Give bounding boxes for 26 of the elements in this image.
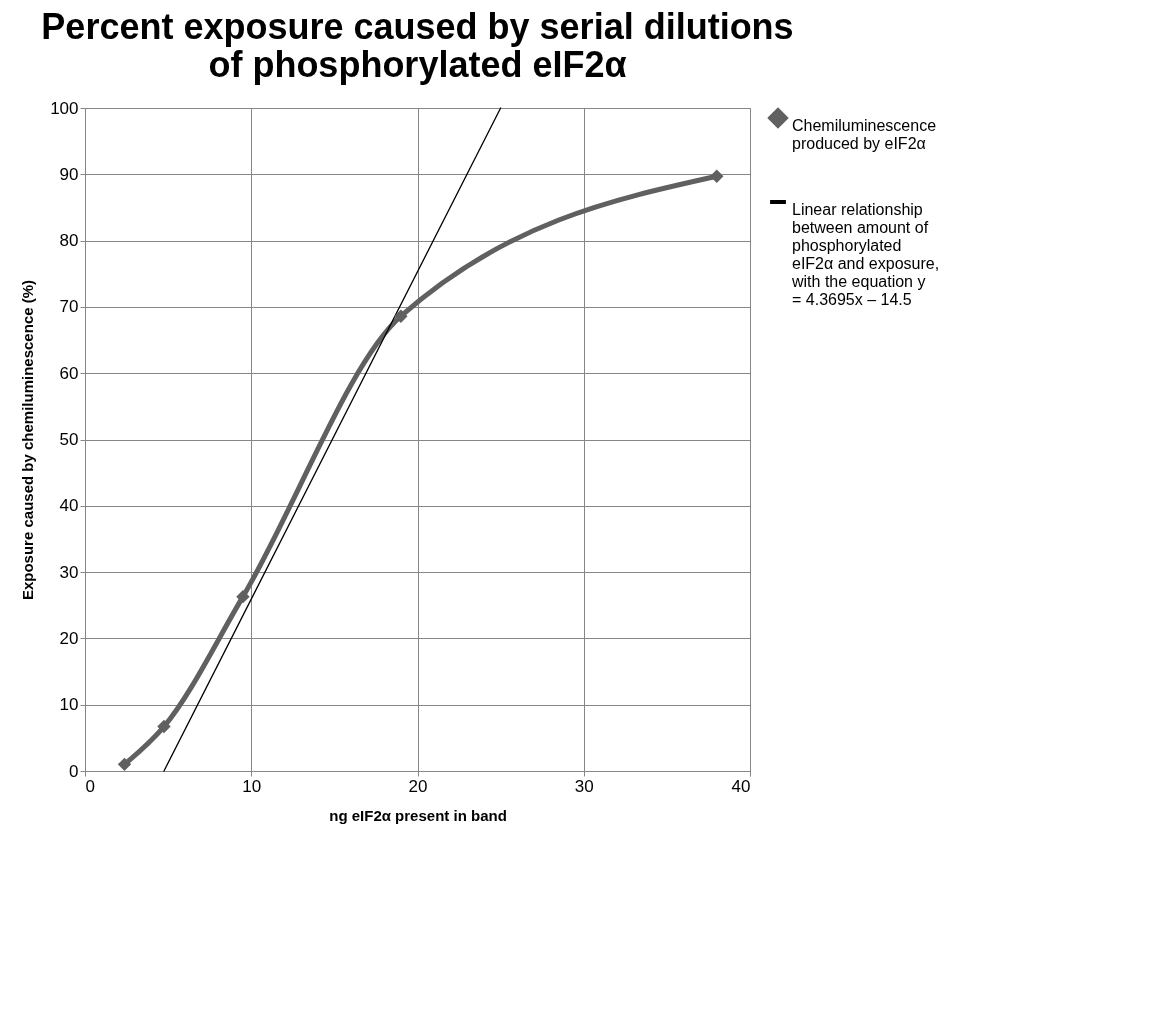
y-tick-label: 50 [59, 430, 79, 449]
point [236, 589, 250, 604]
point [117, 757, 132, 772]
y-axis-title: Exposure caused by chemiluminescence (%) [19, 279, 37, 601]
y-tick-label: 60 [59, 363, 79, 383]
y-tick-label: 10 [59, 695, 79, 715]
legend-label: Linear relationship between amount of phosphorylated eIF2α and exposure, with the equation y = 4.3695x – 14.5 [791, 201, 940, 308]
y-tick-label: 20 [59, 628, 79, 648]
y-tick-label: 40 [59, 496, 79, 516]
point [394, 309, 408, 323]
x-tick-label: 40 [731, 776, 751, 796]
x-tick-label: 30 [574, 776, 594, 796]
point [710, 169, 724, 183]
x-tick-label: 0 [85, 776, 95, 796]
y-tick-label: 90 [59, 164, 79, 184]
x-tick-label: 20 [408, 776, 428, 796]
legend-label: Chemiluminescence produced by eIF2α [792, 117, 937, 152]
chart-title: Percent exposure caused by serial dilutions of phosphorylated eIF2α [41, 6, 794, 85]
y-tick-label: 0 [69, 761, 79, 781]
y-tick-label: 70 [59, 297, 79, 317]
y-tick-label: 80 [59, 231, 79, 251]
x-axis-title: ng eIF2α present in band [329, 806, 507, 824]
x-tick-label: 10 [242, 776, 262, 796]
y-tick-label: 30 [59, 562, 79, 582]
y-tick-label: 100 [50, 98, 79, 118]
point [157, 719, 171, 734]
